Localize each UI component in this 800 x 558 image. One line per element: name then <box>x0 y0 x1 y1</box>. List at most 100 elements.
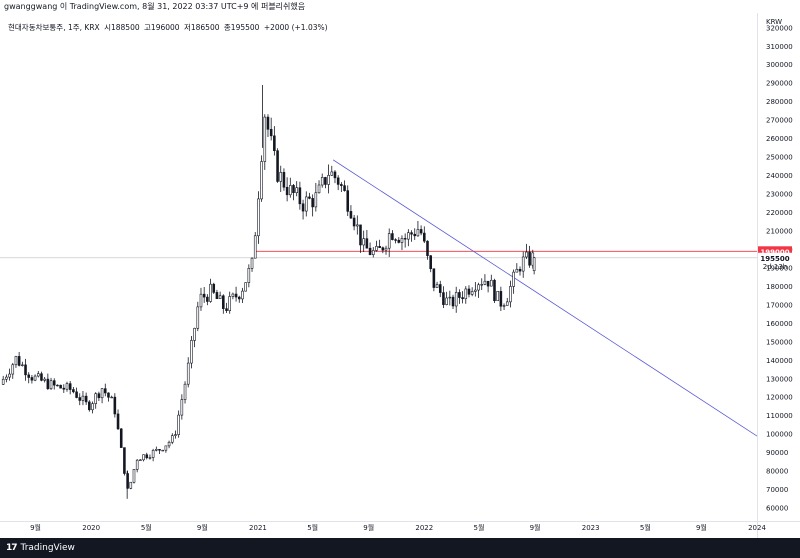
candle-body <box>352 217 356 227</box>
candle-body <box>324 177 327 185</box>
candle-body <box>237 296 241 300</box>
chart-area[interactable]: 60000 70000 80000 90000 100000 110000 120000 13… <box>0 13 800 538</box>
candle-body <box>426 240 429 256</box>
tradingview-logo-icon: 17 <box>6 543 17 553</box>
candle-body <box>11 364 15 375</box>
price-chart[interactable]: 60000 70000 80000 90000 100000 110000 120000 13… <box>0 13 800 538</box>
legend-close-label: 종 <box>223 23 231 32</box>
candle-body <box>375 246 378 251</box>
candle-body <box>454 292 458 307</box>
candle-body <box>509 286 512 303</box>
candle-body <box>474 289 477 292</box>
y-tick-label: 170000 <box>766 301 793 309</box>
candle-body <box>27 374 31 378</box>
candle-body <box>190 340 193 364</box>
y-tick-label: 320000 <box>766 24 793 32</box>
candle-body <box>470 291 474 295</box>
candle-body <box>164 445 168 451</box>
candle-body <box>123 447 126 474</box>
y-tick-label: 310000 <box>766 43 793 51</box>
candle-body <box>250 257 254 269</box>
candle-body <box>365 238 369 249</box>
candle-body <box>289 185 292 196</box>
y-tick-label: 150000 <box>766 338 793 346</box>
candle-body <box>333 171 337 179</box>
y-tick-label: 260000 <box>766 135 793 143</box>
candle-body <box>349 211 353 219</box>
resistance-price-label: 199000 <box>760 248 789 256</box>
y-tick-label: 290000 <box>766 80 793 88</box>
candle-body <box>202 293 206 298</box>
x-tick-label: 5월 <box>307 523 318 532</box>
candle-body <box>295 187 298 193</box>
candle-body <box>273 135 276 152</box>
candle-body <box>387 233 391 249</box>
candle-body <box>78 397 82 401</box>
candle-body <box>518 268 522 272</box>
y-tick-label: 60000 <box>766 505 788 513</box>
currency-label: KRW <box>766 18 782 26</box>
candle-body <box>346 190 350 212</box>
candle-body <box>298 187 302 205</box>
countdown-label: 2d 13h <box>763 263 787 271</box>
candle-body <box>340 184 343 186</box>
candle-body <box>119 428 123 448</box>
candle-body <box>1 378 5 385</box>
candle-body <box>151 449 155 458</box>
candle-body <box>493 279 496 302</box>
candle-body <box>285 186 289 196</box>
candle-body <box>107 392 110 398</box>
candle-body <box>110 396 113 399</box>
candle-body <box>40 373 43 381</box>
candle-body <box>368 247 372 255</box>
candle-body <box>24 364 27 376</box>
candle-body <box>30 377 34 381</box>
candle-body <box>445 297 448 305</box>
candle-body <box>301 203 305 212</box>
candle-body <box>33 375 37 381</box>
y-tick-label: 180000 <box>766 283 793 291</box>
y-tick-label: 220000 <box>766 209 793 217</box>
legend-open-label: 시 <box>104 23 111 32</box>
candle-body <box>371 250 375 255</box>
candle-body <box>461 297 464 300</box>
candle-body <box>525 251 528 258</box>
x-tick-label: 9월 <box>696 523 707 532</box>
candle-body <box>225 308 228 311</box>
candle-body <box>72 389 75 393</box>
candle-body <box>403 238 407 240</box>
candle-body <box>336 177 340 185</box>
candle-body <box>231 293 235 297</box>
candle-body <box>36 373 40 377</box>
candle-body <box>394 239 397 241</box>
candle-body <box>46 378 50 389</box>
candle-body <box>317 184 321 194</box>
candle-body <box>75 391 78 398</box>
candle-body <box>429 255 432 270</box>
x-tick-label: 2022 <box>415 524 433 532</box>
candle-body <box>145 454 149 459</box>
candle-body <box>100 388 104 399</box>
candle-body <box>528 251 531 266</box>
candle-body <box>483 280 487 285</box>
candle-body <box>167 441 171 447</box>
y-tick-label: 270000 <box>766 117 793 125</box>
candle-body <box>199 293 203 308</box>
candle-body <box>139 459 142 461</box>
legend-symbol: 현대자동차보통주, 1주, KRX <box>8 23 100 32</box>
candle-body <box>359 224 362 246</box>
x-tick-label: 5월 <box>474 523 485 532</box>
candle-body <box>158 449 161 451</box>
candle-body <box>279 172 283 182</box>
candle-body <box>94 393 97 404</box>
footer-bar: 17 TradingView <box>0 538 800 558</box>
footer-brand[interactable]: TradingView <box>20 543 75 553</box>
candle-body <box>391 233 394 240</box>
publish-info: gwanggwang 이 TradingView.com, 8월 31, 202… <box>4 2 306 11</box>
y-tick-label: 70000 <box>766 486 788 494</box>
candle-body <box>21 364 24 366</box>
candle-body <box>257 198 260 237</box>
candle-body <box>186 362 190 385</box>
candle-body <box>244 282 247 292</box>
current-price-label-bg <box>758 252 792 263</box>
